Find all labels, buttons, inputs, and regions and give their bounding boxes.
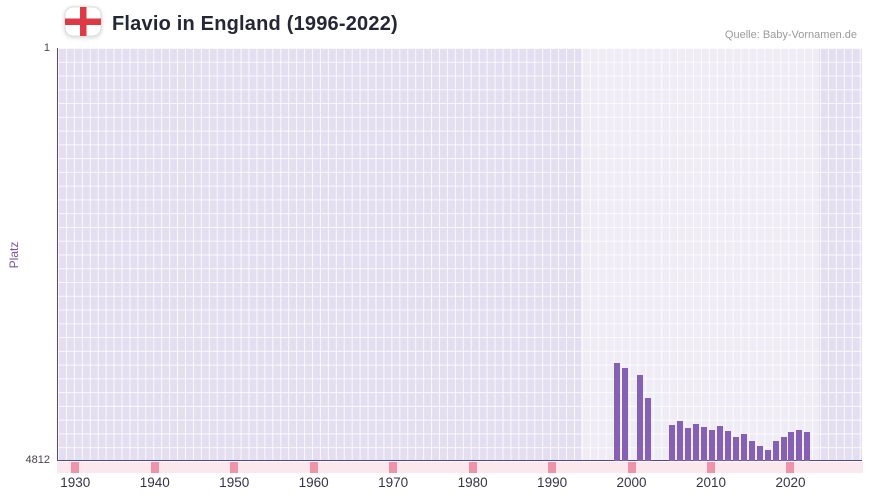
x-tick-label-1970: 1970 — [378, 475, 409, 490]
x-tick-mark-1930 — [71, 462, 80, 473]
y-axis-label: Platz — [7, 241, 21, 269]
bar-2013 — [732, 436, 739, 461]
bar-2022 — [804, 431, 811, 461]
bar-2010 — [709, 429, 715, 461]
x-tick-label-2000: 2000 — [616, 475, 647, 490]
bar-2014 — [740, 434, 747, 461]
bar-2009 — [701, 427, 708, 461]
bar-2012 — [724, 430, 731, 461]
x-tick-label-1940: 1940 — [139, 475, 170, 490]
x-tick-label-1950: 1950 — [219, 475, 250, 490]
bar-2018 — [772, 441, 779, 461]
x-tick-mark-1950 — [230, 462, 239, 473]
bar-2019 — [780, 436, 787, 461]
x-tick-label-2010: 2010 — [695, 475, 727, 490]
page-title: Flavio in England (1996-2022) — [112, 13, 398, 35]
source-label: Quelle: Baby-Vornamen.de — [724, 29, 857, 41]
x-tick-mark-2010 — [707, 462, 715, 473]
x-tick-mark-1970 — [389, 462, 398, 473]
x-tick-mark-1990 — [548, 462, 557, 473]
bar-2016 — [756, 446, 763, 461]
bar-2005 — [669, 424, 676, 461]
bar-2011 — [716, 426, 723, 461]
x-axis-strip — [57, 462, 863, 473]
bar-1998 — [613, 362, 620, 461]
x-tick-label-2020: 2020 — [775, 475, 806, 490]
bar-2017 — [764, 449, 771, 461]
bar-2015 — [748, 441, 755, 461]
x-tick-mark-2020 — [786, 462, 795, 473]
x-tick-mark-1960 — [309, 462, 318, 473]
bar-2006 — [677, 421, 684, 461]
x-tick-label-1960: 1960 — [298, 475, 329, 490]
bar-2002 — [645, 398, 652, 461]
england-flag-icon — [64, 6, 102, 42]
bar-2020 — [788, 431, 795, 461]
bar-2007 — [685, 428, 692, 461]
x-tick-mark-1980 — [468, 462, 477, 473]
x-tick-label-1990: 1990 — [537, 475, 568, 490]
x-tick-mark-1940 — [150, 462, 159, 473]
x-tick-labels: 1930 1940 1950 1960 1970 1980 1990 2000 2010 2020 — [57, 475, 863, 495]
x-tick-label-1980: 1980 — [457, 475, 488, 490]
bar-1999 — [621, 368, 628, 461]
bar-2001 — [637, 374, 644, 461]
y-tick-bottom: 4812 — [25, 454, 50, 466]
x-tick-label-1930: 1930 — [60, 475, 91, 490]
plot-area — [57, 48, 862, 461]
y-tick-top: 1 — [43, 42, 50, 54]
bar-2021 — [796, 429, 803, 461]
x-tick-mark-2000 — [627, 462, 636, 473]
bar-2008 — [693, 423, 700, 461]
